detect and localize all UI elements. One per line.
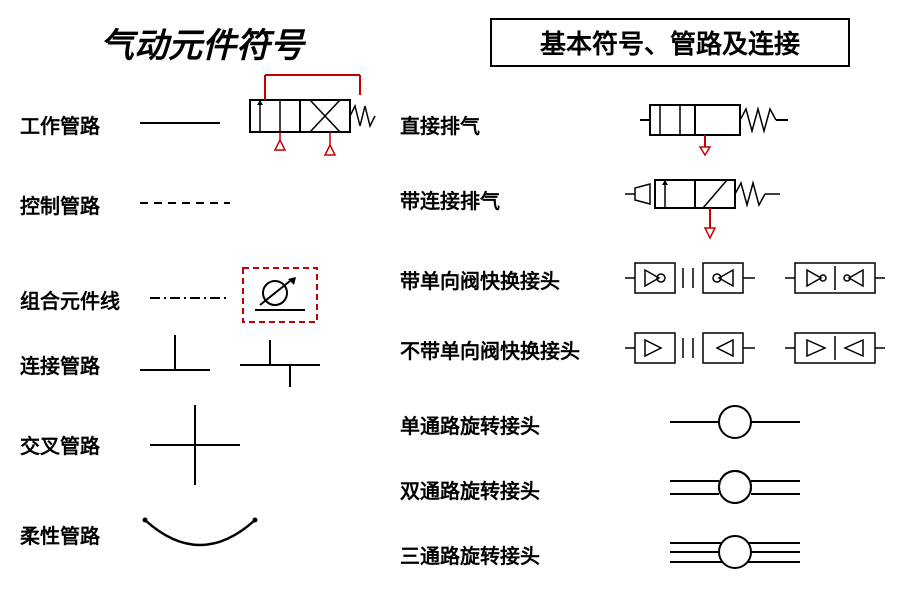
label-connect-line: 连接管路	[20, 350, 100, 379]
label-connected-exhaust: 带连接排气	[400, 185, 500, 214]
label-flex-line: 柔性管路	[20, 520, 100, 549]
main-title: 气动元件符号	[100, 18, 304, 67]
component-box-icon	[240, 265, 320, 325]
subtitle-box: 基本符号、管路及连接	[490, 18, 850, 67]
cross-line-icon	[150, 405, 240, 485]
connect-line-2-icon	[240, 335, 320, 390]
direct-exhaust-icon	[640, 95, 790, 155]
component-line-icon	[150, 293, 230, 303]
control-line-icon	[140, 198, 230, 208]
working-line-icon	[140, 118, 220, 128]
label-component-line: 组合元件线	[20, 285, 120, 314]
double-rotary-icon	[670, 470, 800, 505]
label-triple-rotary: 三通路旋转接头	[400, 540, 540, 569]
single-rotary-icon	[670, 405, 800, 440]
nocheck-coupling-icon	[625, 328, 905, 368]
check-coupling-icon	[625, 258, 905, 298]
triple-rotary-icon	[670, 535, 800, 570]
label-nocheck-coupling: 不带单向阀快换接头	[400, 335, 580, 364]
connected-exhaust-icon	[625, 170, 795, 240]
label-control-line: 控制管路	[20, 190, 100, 219]
subtitle-text: 基本符号、管路及连接	[540, 29, 800, 59]
label-single-rotary: 单通路旋转接头	[400, 410, 540, 439]
connect-line-1-icon	[140, 335, 210, 385]
label-double-rotary: 双通路旋转接头	[400, 475, 540, 504]
label-cross-line: 交叉管路	[20, 430, 100, 459]
label-working-line: 工作管路	[20, 110, 100, 139]
flex-line-icon	[140, 510, 260, 560]
label-check-coupling: 带单向阀快换接头	[400, 265, 560, 294]
label-direct-exhaust: 直接排气	[400, 110, 480, 139]
valve-symbol-1-icon	[230, 75, 380, 165]
